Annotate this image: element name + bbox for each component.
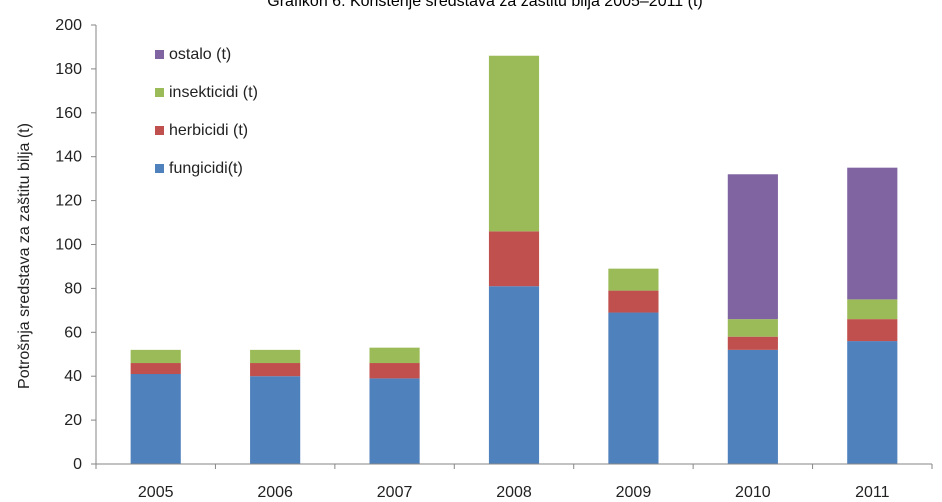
legend-label: fungicidi(t): [169, 160, 243, 177]
bar-2010-series-0: [727, 349, 778, 464]
bar-2008-series-0: [488, 286, 540, 464]
bar-2007-series-1: [369, 363, 420, 379]
x-tick-label: 2006: [257, 484, 293, 501]
legend-label: insekticidi (t): [169, 84, 258, 101]
bar-2011-series-0: [847, 341, 898, 464]
y-tick-label: 0: [73, 456, 82, 473]
axes-group: 0 20 40 60 80 100 120 140 160 180 200 2005 2006 2007 2…: [55, 17, 933, 501]
bar-2011-series-2: [847, 299, 898, 320]
bar-2008-series-1: [488, 231, 540, 287]
bar-2007-series-0: [369, 378, 420, 464]
legend-swatch: [155, 50, 164, 59]
bar-2009-series-0: [608, 312, 659, 464]
x-tick-label: 2008: [496, 484, 532, 501]
legend-swatch: [155, 164, 164, 173]
legend-label: herbicidi (t): [169, 122, 248, 139]
y-tick-label: 20: [64, 412, 82, 429]
y-tick-label: 120: [55, 193, 82, 210]
x-tick-label: 2005: [138, 484, 174, 501]
legend-swatch: [155, 126, 164, 135]
y-tick-label: 200: [55, 17, 82, 34]
bar-2005-series-1: [130, 363, 181, 375]
bar-2007-series-2: [369, 347, 420, 364]
bar-2011-series-3: [847, 167, 898, 300]
bars-group: [130, 55, 898, 464]
chart-title: Grafikon 6. Korištenje sredstava za zašt…: [267, 0, 703, 10]
y-tick-label: 40: [64, 368, 82, 385]
bar-2005-series-0: [130, 374, 181, 464]
y-axis-title: Potrošnja sredstava za zaštitu bilja (t): [16, 123, 33, 389]
legend: ostalo (t) insekticidi (t) herbicidi (t) fu…: [155, 46, 258, 177]
bar-2009-series-2: [608, 268, 659, 291]
bar-2010-series-1: [727, 336, 778, 350]
y-tick-label: 160: [55, 105, 82, 122]
x-tick-label: 2009: [616, 484, 652, 501]
bar-2006-series-2: [250, 349, 301, 364]
y-tick-label: 100: [55, 237, 82, 254]
legend-swatch: [155, 88, 164, 97]
bar-2009-series-1: [608, 290, 659, 313]
x-tick-label: 2011: [855, 484, 890, 501]
bar-2008-series-2: [488, 55, 540, 232]
x-tick-label: 2007: [377, 484, 413, 501]
bar-2011-series-1: [847, 319, 898, 342]
bar-2005-series-2: [130, 349, 181, 364]
x-tick-label: 2010: [735, 484, 771, 501]
bar-2010-series-2: [727, 319, 778, 337]
bar-2006-series-1: [250, 363, 301, 377]
legend-label: ostalo (t): [169, 46, 231, 63]
y-tick-label: 180: [55, 61, 82, 78]
y-tick-label: 60: [64, 324, 82, 341]
y-tick-label: 140: [55, 149, 82, 166]
bar-2010-series-3: [727, 174, 778, 320]
bar-2006-series-0: [250, 376, 301, 464]
y-tick-label: 80: [64, 280, 82, 297]
